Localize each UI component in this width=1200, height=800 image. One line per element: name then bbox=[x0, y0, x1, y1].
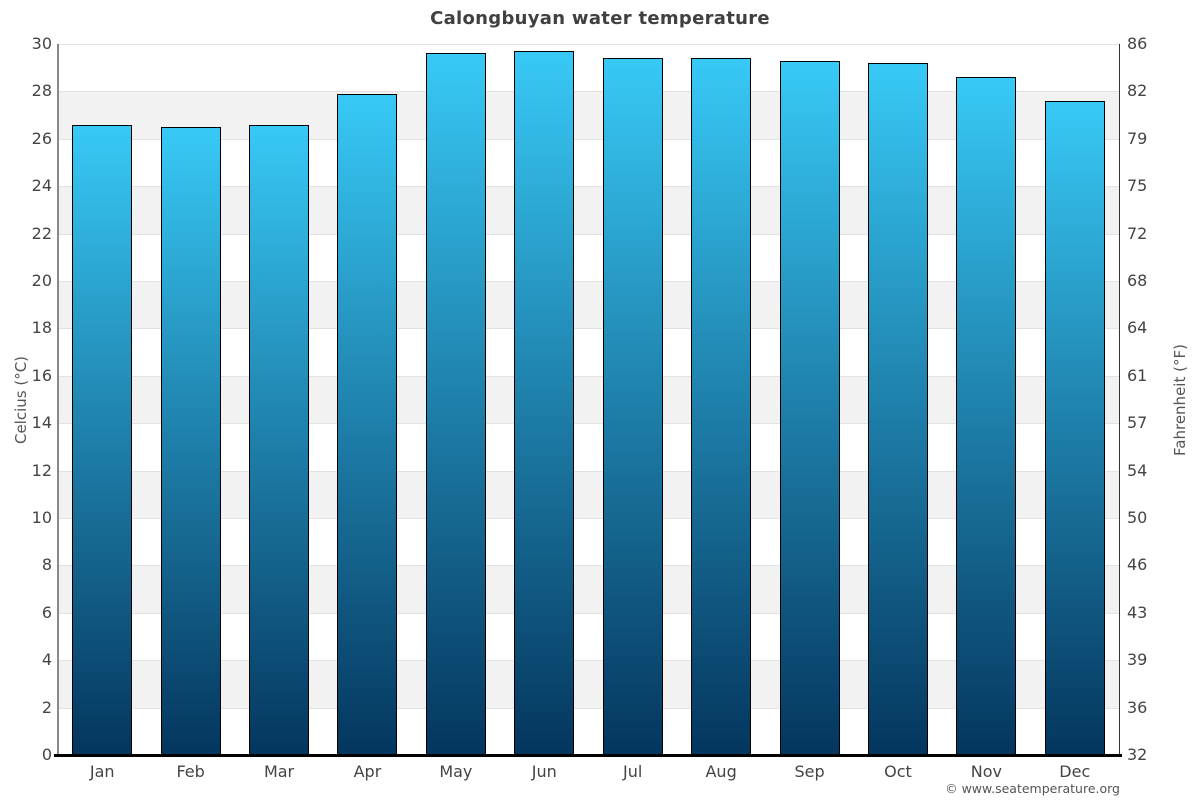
celsius-tick-label: 2 bbox=[41, 697, 52, 717]
copyright-text: © www.seatemperature.org bbox=[945, 781, 1120, 796]
bar-mar[interactable] bbox=[249, 124, 310, 755]
fahrenheit-tick-label: 54 bbox=[1127, 460, 1148, 480]
plot-band bbox=[58, 375, 1119, 424]
gridline bbox=[58, 470, 1119, 472]
celsius-tick-label: 0 bbox=[41, 745, 52, 764]
fahrenheit-tick-label: 57 bbox=[1127, 413, 1148, 433]
bar-dec[interactable] bbox=[1044, 100, 1105, 755]
bar-aug[interactable] bbox=[691, 58, 752, 755]
plot-band bbox=[58, 186, 1119, 234]
plot-band bbox=[58, 91, 1119, 139]
plot-band bbox=[58, 565, 1119, 613]
celsius-tick-label: 6 bbox=[41, 602, 52, 622]
month-label: Feb bbox=[176, 762, 205, 781]
celsius-tick-label: 24 bbox=[31, 176, 52, 196]
gridline bbox=[58, 707, 1119, 709]
gridline bbox=[58, 91, 1119, 93]
gridline bbox=[58, 44, 1119, 45]
bar-nov[interactable] bbox=[956, 77, 1017, 755]
fahrenheit-tick-label: 50 bbox=[1127, 508, 1148, 527]
celsius-tick-label: 22 bbox=[31, 223, 52, 243]
celsius-tick-label: 16 bbox=[31, 365, 52, 385]
bar-feb[interactable] bbox=[160, 126, 221, 755]
gridline bbox=[58, 186, 1119, 188]
celsius-tick-label: 12 bbox=[31, 460, 52, 480]
right-axis-title: Fahrenheit (°F) bbox=[1171, 344, 1189, 456]
month-label: Apr bbox=[353, 762, 382, 781]
chart-title: Calongbuyan water temperature bbox=[430, 8, 770, 29]
bar-may[interactable] bbox=[425, 53, 486, 755]
celsius-tick-label: 30 bbox=[31, 34, 52, 53]
right-axis-line bbox=[1118, 44, 1120, 755]
month-label: Nov bbox=[970, 762, 1002, 781]
plot-band bbox=[58, 281, 1119, 329]
celsius-tick-label: 14 bbox=[31, 413, 52, 433]
gridline bbox=[58, 423, 1119, 425]
fahrenheit-tick-label: 75 bbox=[1127, 176, 1148, 196]
month-label: Mar bbox=[263, 762, 295, 781]
celsius-tick-label: 10 bbox=[31, 508, 52, 527]
celsius-tick-label: 28 bbox=[31, 81, 52, 101]
celsius-tick-label: 4 bbox=[41, 650, 52, 670]
month-label: Aug bbox=[705, 762, 737, 781]
fahrenheit-tick-label: 46 bbox=[1127, 555, 1148, 575]
fahrenheit-tick-label: 79 bbox=[1127, 128, 1148, 148]
plot-band bbox=[58, 470, 1119, 518]
plot-band bbox=[58, 660, 1119, 708]
bar-jun[interactable] bbox=[514, 51, 575, 755]
fahrenheit-tick-label: 72 bbox=[1127, 223, 1148, 243]
plot-area bbox=[58, 44, 1119, 755]
x-axis-line bbox=[54, 753, 1122, 757]
fahrenheit-tick-label: 61 bbox=[1127, 365, 1148, 385]
month-label: Jun bbox=[531, 762, 557, 781]
gridline bbox=[58, 328, 1119, 330]
fahrenheit-tick-label: 68 bbox=[1127, 271, 1148, 290]
fahrenheit-tick-label: 86 bbox=[1127, 34, 1148, 53]
fahrenheit-tick-label: 36 bbox=[1127, 697, 1148, 717]
bar-oct[interactable] bbox=[867, 62, 928, 755]
month-label: Oct bbox=[884, 762, 912, 781]
fahrenheit-tick-label: 43 bbox=[1127, 602, 1148, 622]
celsius-tick-label: 26 bbox=[31, 128, 52, 148]
month-label: Jul bbox=[623, 762, 643, 781]
gridline bbox=[58, 660, 1119, 662]
bar-jan[interactable] bbox=[72, 124, 133, 755]
bar-sep[interactable] bbox=[779, 60, 840, 755]
left-axis-line bbox=[57, 44, 59, 755]
gridline bbox=[58, 138, 1119, 140]
month-label: May bbox=[439, 762, 473, 781]
fahrenheit-tick-label: 39 bbox=[1127, 650, 1148, 670]
celsius-tick-label: 8 bbox=[41, 555, 52, 575]
month-label: Sep bbox=[794, 762, 825, 781]
fahrenheit-tick-label: 82 bbox=[1127, 81, 1148, 101]
month-label: Jan bbox=[89, 762, 115, 781]
fahrenheit-tick-label: 64 bbox=[1127, 318, 1148, 338]
gridline bbox=[58, 233, 1119, 235]
month-label: Dec bbox=[1059, 762, 1091, 781]
fahrenheit-tick-label: 32 bbox=[1127, 745, 1148, 764]
bar-jul[interactable] bbox=[602, 58, 663, 755]
celsius-tick-label: 20 bbox=[31, 271, 52, 290]
gridline bbox=[58, 518, 1119, 519]
gridline bbox=[58, 375, 1119, 377]
gridline bbox=[58, 281, 1119, 282]
gridline bbox=[58, 612, 1119, 614]
bar-apr[interactable] bbox=[337, 93, 398, 755]
celsius-tick-label: 18 bbox=[31, 318, 52, 338]
gridline bbox=[58, 565, 1119, 567]
